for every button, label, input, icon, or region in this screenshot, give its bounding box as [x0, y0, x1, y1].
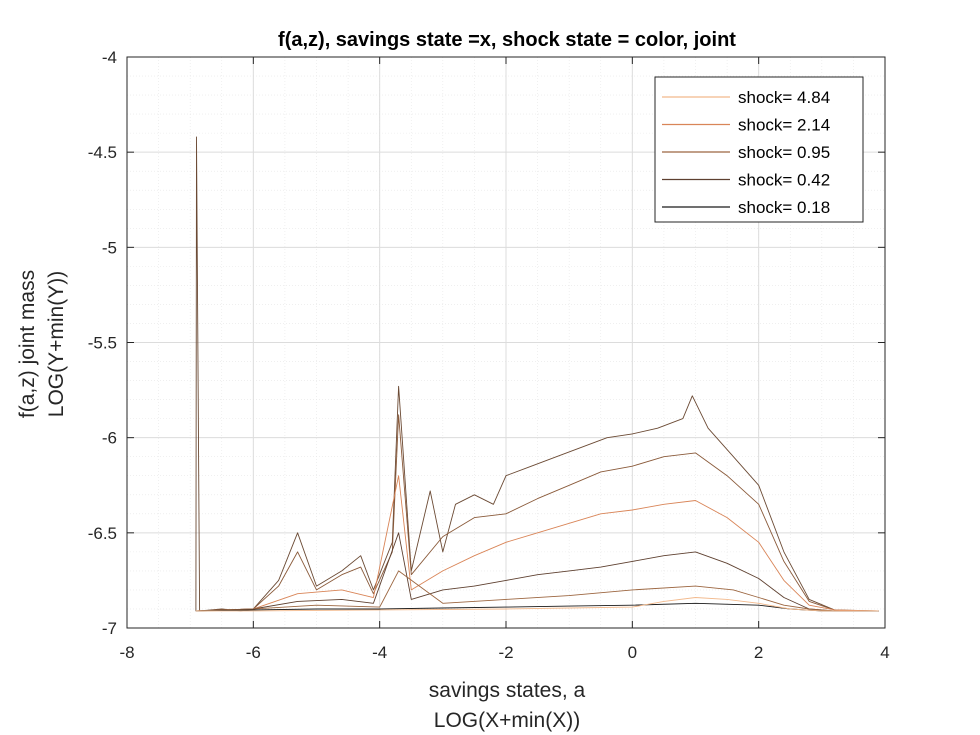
x-tick-label: -6 — [246, 643, 261, 662]
x-tick-label: -8 — [119, 643, 134, 662]
series-line-3 — [195, 532, 879, 612]
x-tick-label: 4 — [880, 643, 889, 662]
y-tick-label: -5.5 — [88, 334, 117, 353]
legend-entry-1: shock= 2.14 — [738, 116, 830, 135]
series-line-1 — [195, 414, 879, 612]
legend-entry-2: shock= 0.95 — [738, 143, 830, 162]
series-line-6 — [195, 597, 879, 612]
y-axis-title-line1: f(a,z) joint mass — [16, 270, 39, 418]
y-tick-label: -6 — [102, 429, 117, 448]
x-tick-label: -2 — [498, 643, 513, 662]
y-tick-label: -4 — [102, 48, 117, 67]
y-axis-title-line2: LOG(Y+min(Y)) — [45, 271, 68, 417]
y-tick-label: -4.5 — [88, 143, 117, 162]
y-tick-label: -6.5 — [88, 524, 117, 543]
y-tick-label: -5 — [102, 238, 117, 257]
legend-entry-0: shock= 4.84 — [738, 88, 830, 107]
x-tick-label: -4 — [372, 643, 387, 662]
x-tick-label: 2 — [754, 643, 763, 662]
x-tick-label: 0 — [628, 643, 637, 662]
series-line-4 — [195, 570, 879, 612]
chart-title: f(a,z), savings state =x, shock state = … — [278, 29, 736, 51]
legend-box — [654, 76, 864, 223]
series-line-0 — [195, 136, 879, 612]
legend-entry-4: shock= 0.18 — [738, 198, 830, 217]
x-axis-title-line2: LOG(X+min(X)) — [434, 709, 580, 732]
x-axis-title-line1: savings states, a — [429, 679, 586, 702]
plot-area: -8 -6 -4 -2 0 2 4 -4 -4.5 -5 -5.5 -6 -6.5 -7 shock= 4.… — [88, 48, 890, 662]
series-line-2 — [195, 475, 879, 612]
legend-entry-3: shock= 0.42 — [738, 171, 830, 190]
y-tick-label: -7 — [102, 619, 117, 638]
